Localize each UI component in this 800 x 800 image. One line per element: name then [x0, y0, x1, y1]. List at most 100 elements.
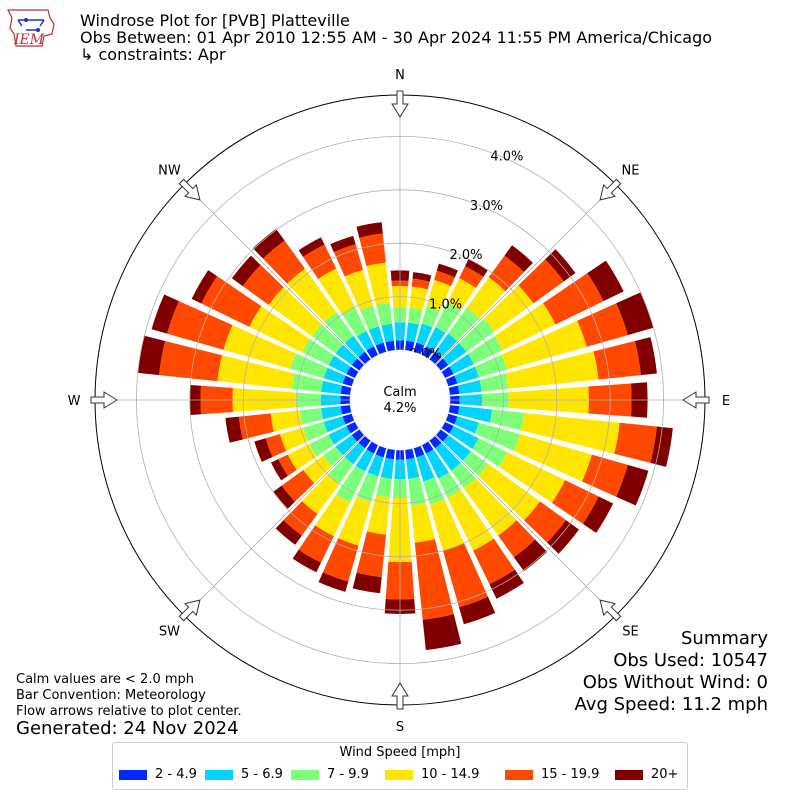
- bar-330deg-bin-2: [356, 331, 374, 351]
- bar-340deg-bin-6: [330, 235, 356, 252]
- chart-title: Windrose Plot for [PVB] Platteville: [80, 11, 350, 30]
- bar-290deg-bin-5: [167, 301, 233, 350]
- bar-110deg-bin-2: [454, 416, 479, 434]
- bar-350deg-bin-5: [359, 233, 386, 267]
- bar-290deg-bin-3: [290, 353, 328, 379]
- bar-250deg-bin-3: [303, 421, 328, 442]
- bar-70deg-bin-6: [616, 292, 654, 336]
- bar-290deg-bin-4: [223, 325, 296, 369]
- bar-350deg-bin-2: [381, 323, 394, 343]
- flow-arrow-icon: [599, 599, 622, 622]
- bar-30deg-bin-2: [426, 327, 446, 351]
- radial-tick-label: 2.0%: [449, 248, 482, 263]
- flow-arrow-icon: [178, 178, 201, 201]
- bar-20deg-bin-6: [436, 263, 458, 278]
- bar-140deg-bin-6: [513, 539, 548, 572]
- bar-190deg-bin-6: [352, 572, 382, 594]
- bar-10deg-bin-1: [405, 340, 415, 352]
- bar-50deg-bin-1: [435, 358, 449, 371]
- bar-340deg-bin-5: [333, 244, 363, 277]
- grid-spoke: [184, 435, 365, 616]
- bar-340deg-bin-3: [359, 305, 379, 330]
- bar-30deg-bin-3: [435, 302, 461, 333]
- bar-120deg-bin-1: [441, 421, 454, 434]
- logo-text: IEM: [13, 32, 45, 48]
- direction-label-nw: NW: [158, 163, 181, 178]
- bar-350deg-bin-3: [376, 302, 393, 326]
- bar-320deg-bin-4: [287, 268, 337, 322]
- bar-210deg-bin-3: [336, 465, 366, 503]
- bar-20deg-bin-1: [413, 342, 425, 355]
- bar-40deg-bin-6: [504, 245, 533, 273]
- legend-swatch: [205, 769, 233, 780]
- bar-210deg-bin-5: [298, 525, 334, 563]
- bar-230deg-bin-4: [303, 455, 332, 484]
- bar-210deg-bin-2: [355, 449, 374, 472]
- bar-260deg-bin-4: [270, 410, 303, 432]
- direction-label-ne: NE: [622, 163, 640, 178]
- bar-100deg-bin-6: [650, 426, 673, 467]
- bar-280deg-bin-5: [159, 340, 223, 382]
- flow-arrows-note: Flow arrows relative to plot center.: [16, 704, 242, 719]
- bar-60deg-bin-3: [467, 336, 503, 365]
- bar-200deg-bin-1: [375, 445, 387, 458]
- summary-obs-without-wind: Obs Without Wind: 0: [582, 672, 768, 693]
- bar-10deg-bin-3: [407, 307, 423, 325]
- bar-280deg-bin-4: [217, 355, 295, 389]
- bar-320deg-bin-6: [252, 228, 285, 259]
- bar-230deg-bin-3: [322, 446, 344, 467]
- bar-80deg-bin-2: [457, 380, 482, 394]
- bar-310deg-bin-1: [351, 358, 365, 371]
- bar-240deg-bin-5: [278, 454, 297, 476]
- bar-260deg-bin-6: [225, 416, 243, 443]
- bar-100deg-bin-3: [489, 409, 525, 431]
- bar-convention-note: Bar Convention: Meteorology: [16, 688, 206, 703]
- bar-250deg-bin-4: [280, 427, 309, 451]
- bar-110deg-bin-6: [616, 464, 649, 506]
- bar-80deg-bin-5: [593, 340, 641, 380]
- bar-310deg-bin-4: [268, 287, 322, 337]
- bar-240deg-bin-2: [328, 426, 351, 445]
- direction-label-e: E: [722, 394, 730, 409]
- bar-190deg-bin-2: [380, 457, 394, 479]
- bar-120deg-bin-5: [551, 480, 599, 524]
- bar-300deg-bin-4: [249, 306, 310, 353]
- bar-140deg-bin-3: [451, 462, 476, 489]
- summary-heading: Summary: [681, 628, 768, 649]
- bar-240deg-bin-6: [270, 459, 288, 481]
- bar-220deg-bin-3: [328, 456, 354, 484]
- bar-140deg-bin-1: [429, 435, 442, 449]
- legend-swatch: [505, 769, 533, 780]
- bar-110deg-bin-3: [474, 422, 520, 451]
- bar-70deg-bin-1: [445, 375, 458, 387]
- bar-210deg-bin-1: [366, 441, 379, 454]
- grid-spoke: [184, 184, 365, 365]
- bar-120deg-bin-6: [582, 496, 614, 533]
- bar-150deg-bin-6: [489, 569, 524, 599]
- bar-320deg-bin-3: [324, 311, 354, 344]
- bar-300deg-bin-3: [302, 339, 335, 366]
- bar-220deg-bin-2: [344, 442, 366, 465]
- legend-label: 5 - 6.9: [241, 767, 283, 782]
- bar-340deg-bin-1: [375, 342, 387, 355]
- bar-120deg-bin-3: [472, 438, 508, 467]
- bar-150deg-bin-3: [438, 472, 461, 498]
- bar-120deg-bin-2: [449, 426, 479, 449]
- bar-130deg-bin-5: [524, 501, 566, 543]
- bar-310deg-bin-2: [335, 344, 358, 366]
- bar-100deg-bin-1: [448, 405, 460, 415]
- bar-20deg-bin-2: [416, 323, 433, 346]
- bar-150deg-bin-4: [447, 490, 494, 551]
- bar-230deg-bin-1: [351, 429, 365, 442]
- bar-260deg-bin-1: [340, 405, 352, 415]
- flow-arrow-icon: [599, 178, 622, 201]
- bar-130deg-bin-6: [547, 520, 579, 554]
- bar-130deg-bin-4: [478, 463, 540, 521]
- bar-240deg-bin-3: [309, 434, 335, 457]
- bar-260deg-bin-5: [238, 413, 274, 440]
- legend-label: 10 - 14.9: [421, 767, 480, 782]
- bar-230deg-bin-6: [273, 485, 296, 509]
- bar-260deg-bin-3: [299, 408, 324, 425]
- legend-item: 20+: [615, 767, 678, 782]
